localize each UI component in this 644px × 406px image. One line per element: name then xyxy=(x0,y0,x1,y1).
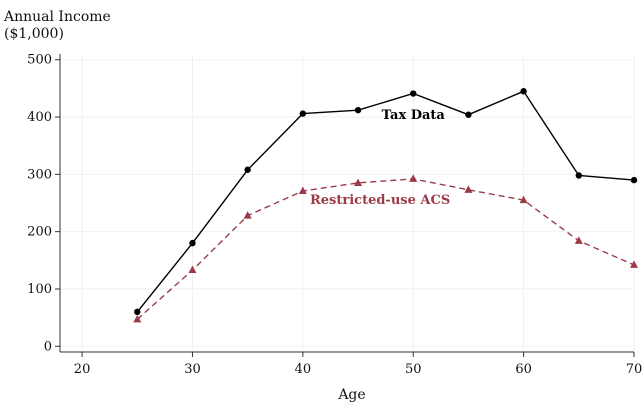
data-point xyxy=(464,185,473,193)
y-tick-label: 400 xyxy=(27,110,52,125)
data-point xyxy=(575,172,583,179)
series-label: Restricted-use ACS xyxy=(310,193,450,208)
data-point xyxy=(188,265,197,274)
data-point xyxy=(409,174,418,182)
data-point xyxy=(410,90,417,97)
series-line xyxy=(136,90,635,313)
y-tick-label: 500 xyxy=(27,53,52,68)
data-point xyxy=(134,308,141,316)
data-point xyxy=(574,236,583,244)
data-point xyxy=(189,239,196,247)
series-label: Tax Data xyxy=(382,108,446,123)
x-ticks: 20 30 40 50 60 70 xyxy=(74,352,642,377)
data-point xyxy=(299,110,307,117)
data-point xyxy=(520,88,527,95)
y-axis-title: Annual Income xyxy=(3,9,111,25)
data-point xyxy=(465,111,472,118)
y-ticks: 0 100 200 300 400 500 xyxy=(27,53,60,354)
series-1 xyxy=(133,174,638,323)
x-tick-label: 60 xyxy=(515,362,532,377)
data-point xyxy=(630,176,638,184)
x-tick-label: 20 xyxy=(74,362,91,377)
data-point xyxy=(630,260,638,268)
y-tick-label: 200 xyxy=(27,225,52,240)
y-tick-label: 300 xyxy=(27,167,52,182)
y-axis-unit: ($1,000) xyxy=(4,26,64,42)
y-tick-label: 100 xyxy=(27,282,52,297)
data-point xyxy=(133,314,142,323)
data-point xyxy=(243,211,252,219)
data-point xyxy=(519,195,528,204)
x-tick-label: 50 xyxy=(405,362,422,377)
y-tick-label: 0 xyxy=(44,339,52,354)
axes xyxy=(59,54,634,353)
series xyxy=(133,88,638,323)
x-tick-label: 40 xyxy=(295,362,312,377)
data-point xyxy=(354,178,363,186)
data-point xyxy=(244,166,251,173)
annotations: Tax Data Restricted-use ACS xyxy=(310,108,450,208)
x-axis-title: Age xyxy=(337,387,365,403)
x-tick-label: 30 xyxy=(184,362,201,377)
data-point xyxy=(354,106,362,114)
x-tick-label: 70 xyxy=(626,362,643,377)
data-point xyxy=(298,186,307,194)
series-line xyxy=(136,178,635,320)
series-0 xyxy=(134,88,638,316)
